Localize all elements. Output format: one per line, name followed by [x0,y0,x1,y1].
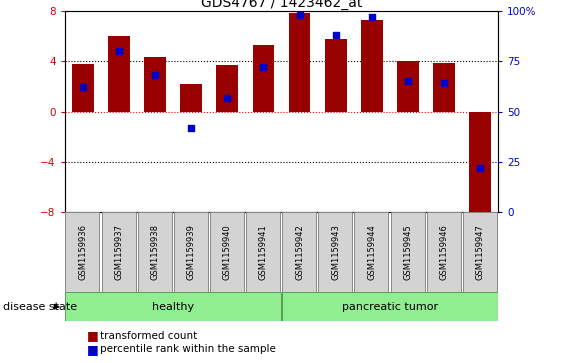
Point [114,48,123,54]
Text: GSM1159937: GSM1159937 [114,224,123,280]
Bar [108,36,129,112]
Text: pancreatic tumor: pancreatic tumor [342,302,438,312]
Text: percentile rank within the sample: percentile rank within the sample [100,344,276,354]
Bar [72,64,93,112]
Bar [289,13,310,112]
Text: ■: ■ [87,343,99,356]
Text: GSM1159938: GSM1159938 [150,224,159,280]
Bar [463,212,497,292]
Bar [138,212,172,292]
Text: GSM1159944: GSM1159944 [367,224,376,280]
Bar [174,212,208,292]
Point [150,73,159,78]
Text: GSM1159939: GSM1159939 [187,224,196,280]
Text: GSM1159941: GSM1159941 [259,224,268,280]
Bar [180,84,202,112]
Bar [210,212,244,292]
Bar [101,212,136,292]
Text: GSM1159945: GSM1159945 [404,224,413,280]
Point [404,78,413,84]
Title: GDS4767 / 1423462_at: GDS4767 / 1423462_at [201,0,362,10]
Point [367,14,376,20]
Text: GSM1159940: GSM1159940 [223,224,232,280]
Bar [282,212,316,292]
Text: GSM1159943: GSM1159943 [331,224,340,280]
Point [187,125,196,131]
Bar [253,45,274,112]
Bar [325,38,347,112]
Bar [216,65,238,112]
Bar [397,61,419,112]
Text: GSM1159942: GSM1159942 [295,224,304,280]
Point [295,12,304,18]
Text: GSM1159946: GSM1159946 [440,224,449,280]
Text: ■: ■ [87,329,99,342]
Text: disease state: disease state [3,302,77,312]
Point [223,95,232,101]
Bar [144,57,166,112]
Bar [434,62,455,112]
Point [476,165,485,171]
Bar [355,212,388,292]
Text: transformed count: transformed count [100,331,198,341]
Bar [65,292,281,321]
Point [259,64,268,70]
Bar [391,212,425,292]
Bar [318,212,352,292]
Bar [470,112,491,219]
Bar [427,212,461,292]
Bar [246,212,280,292]
Text: healthy: healthy [152,302,194,312]
Text: GSM1159947: GSM1159947 [476,224,485,280]
Point [78,85,87,90]
Text: GSM1159936: GSM1159936 [78,224,87,280]
Point [440,81,449,86]
Point [331,32,340,38]
Bar [65,212,100,292]
Bar [361,20,383,112]
Bar [282,292,498,321]
